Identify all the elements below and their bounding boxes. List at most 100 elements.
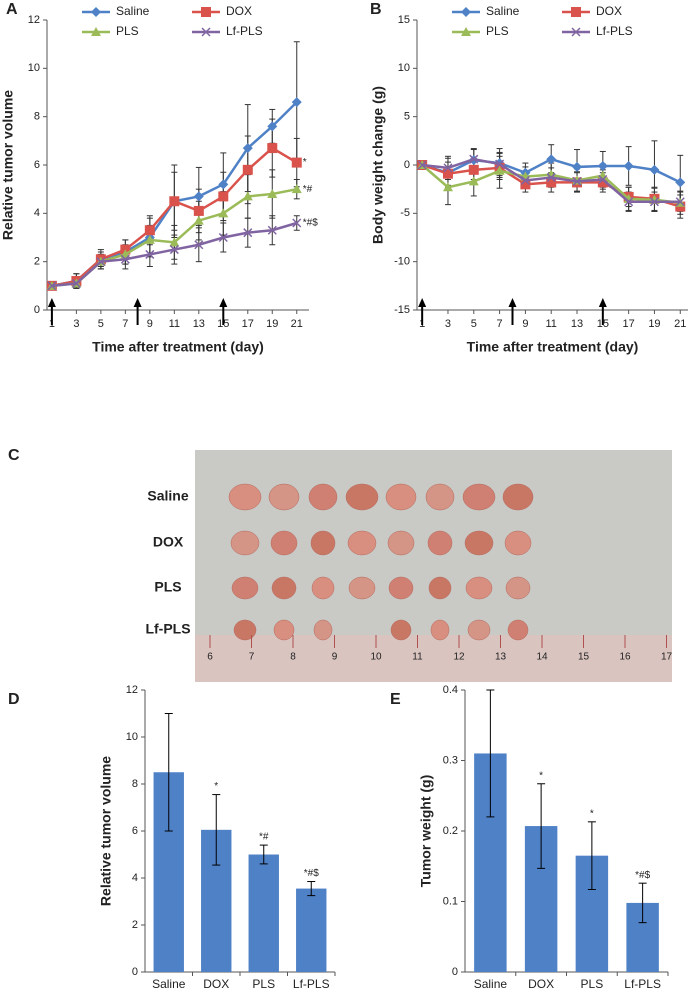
- marker: [546, 173, 556, 183]
- x-tick-label: Lf-PLS: [624, 977, 661, 991]
- y-tick-label: 0.3: [443, 754, 458, 766]
- marker: [494, 165, 505, 175]
- legend-marker: [571, 7, 581, 17]
- marker: [144, 234, 155, 244]
- tumor: [231, 576, 259, 600]
- y-tick-label: 10: [398, 62, 410, 74]
- legend-marker: [91, 7, 101, 17]
- tumor: [345, 483, 379, 511]
- y-tick-label: 0: [34, 304, 40, 316]
- row-label: PLS: [154, 579, 181, 595]
- marker: [144, 225, 155, 236]
- treatment-arrowhead: [133, 298, 142, 307]
- y-tick-label: 10: [28, 62, 40, 74]
- y-tick-label: 6: [132, 825, 138, 837]
- ruler-label: 14: [536, 652, 548, 663]
- y-tick-label: 4: [34, 207, 40, 219]
- y-tick-label: 12: [28, 14, 40, 26]
- legend-marker: [201, 27, 211, 37]
- x-tick-label: DOX: [203, 977, 229, 991]
- x-tick-label: 19: [648, 318, 660, 330]
- panel-letter: D: [8, 691, 20, 708]
- y-tick-label: 8: [132, 778, 138, 790]
- tumor: [273, 619, 295, 641]
- tumor: [268, 483, 300, 511]
- y-axis-label: Relative tumor volume: [98, 756, 114, 906]
- marker: [291, 184, 302, 194]
- marker: [442, 168, 453, 179]
- marker: [291, 157, 302, 168]
- ruler-label: 6: [207, 652, 213, 663]
- marker: [194, 240, 204, 250]
- tumor: [425, 483, 455, 511]
- y-tick-label: 0: [452, 966, 458, 978]
- tumor: [464, 530, 494, 556]
- marker: [242, 164, 253, 175]
- tumor: [230, 530, 260, 556]
- y-tick-label: 0.2: [443, 825, 458, 837]
- bar: [296, 888, 327, 972]
- tumor: [308, 483, 338, 511]
- significance-label: *: [539, 770, 543, 781]
- significance-label: *#: [303, 184, 313, 195]
- marker: [169, 196, 180, 207]
- significance-label: *#$: [635, 870, 650, 881]
- ruler-label: 7: [249, 652, 255, 663]
- tumor: [505, 576, 531, 600]
- marker: [243, 228, 253, 238]
- significance-label: *#$: [304, 868, 319, 879]
- ruler-label: 15: [578, 652, 590, 663]
- marker: [572, 161, 583, 172]
- bar: [248, 854, 279, 972]
- x-axis-label: Time after treatment (day): [467, 339, 639, 355]
- x-tick-label: 19: [266, 318, 278, 330]
- ruler-label: 10: [370, 652, 382, 663]
- marker: [520, 179, 531, 190]
- row-label: DOX: [153, 534, 184, 550]
- x-axis-label: Time after treatment (day): [92, 339, 264, 355]
- legend-marker: [571, 27, 581, 37]
- ruler-label: 17: [661, 652, 673, 663]
- tumor: [462, 483, 496, 511]
- y-tick-label: 10: [126, 731, 138, 743]
- legend-marker: [461, 27, 471, 36]
- tumor: [467, 619, 491, 641]
- marker: [572, 176, 582, 186]
- marker: [468, 176, 479, 186]
- significance-label: *: [590, 808, 594, 819]
- marker: [267, 121, 278, 132]
- tumor: [311, 576, 335, 600]
- tumor: [428, 576, 452, 600]
- treatment-arrowhead: [219, 298, 228, 307]
- y-tick-label: 0: [132, 966, 138, 978]
- legend-label: DOX: [596, 4, 622, 18]
- panel-letter: C: [8, 447, 20, 464]
- marker: [96, 257, 106, 267]
- panel-letter: B: [370, 1, 382, 18]
- x-tick-label: 13: [571, 318, 583, 330]
- x-tick-label: 3: [445, 318, 451, 330]
- treatment-arrowhead: [598, 298, 607, 307]
- marker: [218, 208, 229, 218]
- panel-letter: A: [6, 1, 18, 18]
- marker: [47, 281, 57, 291]
- legend-label: Saline: [486, 4, 520, 18]
- tumor: [507, 619, 529, 641]
- legend-label: Lf-PLS: [596, 24, 633, 38]
- y-tick-label: 2: [34, 256, 40, 268]
- y-tick-label: 0: [404, 159, 410, 171]
- marker: [675, 177, 686, 188]
- legend-label: PLS: [486, 24, 509, 38]
- ruler-label: 11: [412, 652, 423, 663]
- marker: [120, 254, 130, 264]
- marker: [597, 177, 608, 188]
- marker: [71, 278, 81, 288]
- x-tick-label: 11: [169, 318, 180, 330]
- significance-label: *: [303, 157, 307, 168]
- marker: [242, 191, 253, 201]
- marker: [546, 169, 557, 179]
- marker: [193, 205, 204, 216]
- x-tick-label: 21: [674, 318, 686, 330]
- marker: [145, 249, 155, 259]
- tumor: [270, 530, 298, 556]
